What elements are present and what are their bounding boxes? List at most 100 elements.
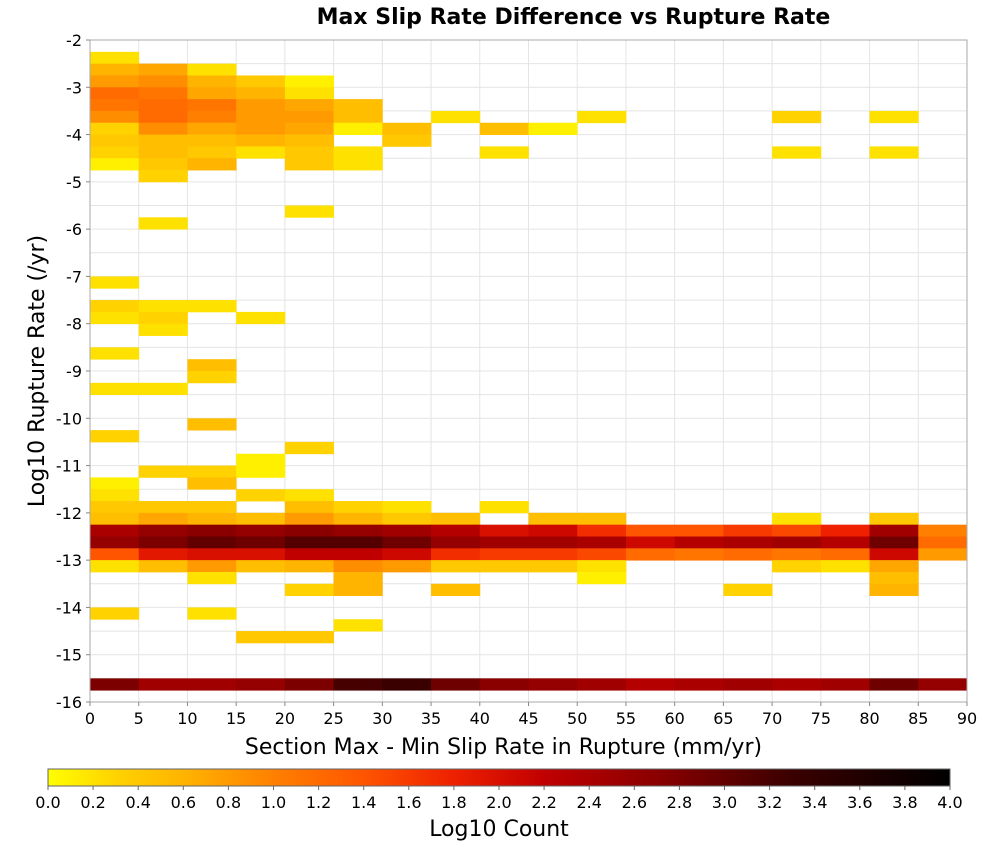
heatmap-cell xyxy=(90,477,140,490)
heatmap-cell xyxy=(138,465,188,478)
colorbar-tick-label: 0.6 xyxy=(171,793,196,812)
y-tick-label: -9 xyxy=(66,362,82,381)
heatmap-cell xyxy=(90,524,140,537)
heatmap-cell xyxy=(284,524,335,537)
colorbar-tick-label: 2.8 xyxy=(667,793,692,812)
heatmap-cell xyxy=(187,418,237,431)
heatmap-cell xyxy=(382,678,432,691)
heatmap-cell xyxy=(138,512,188,526)
heatmap-cell xyxy=(284,548,335,561)
heatmap-cell xyxy=(236,536,286,549)
heatmap-cell xyxy=(431,560,481,573)
heatmap-cell xyxy=(431,524,481,537)
heatmap-cell xyxy=(479,524,529,537)
heatmap-cell xyxy=(138,110,188,124)
colorbar-tick-label: 1.6 xyxy=(396,793,421,812)
heatmap-cell xyxy=(333,146,383,159)
heatmap-cell xyxy=(723,678,773,691)
heatmap-cell xyxy=(236,146,286,159)
heatmap-cell xyxy=(236,75,286,88)
heatmap-cell xyxy=(869,560,919,573)
heatmap-cell xyxy=(187,607,237,620)
x-tick-label: 30 xyxy=(372,709,392,728)
heatmap-cell xyxy=(431,548,481,561)
heatmap-cell xyxy=(625,548,676,561)
heatmap-cell xyxy=(333,110,383,124)
heatmap-cell xyxy=(236,110,286,124)
heatmap-cell xyxy=(138,158,188,171)
heatmap-cell xyxy=(187,63,237,76)
y-tick-label: -3 xyxy=(66,78,82,97)
heatmap-cell xyxy=(772,524,822,537)
heatmap-cell xyxy=(284,501,335,514)
heatmap-cell xyxy=(382,560,432,573)
heatmap-cell xyxy=(772,560,822,573)
heatmap-cell xyxy=(284,87,335,100)
heatmap-cell xyxy=(236,311,286,325)
colorbar xyxy=(47,768,951,787)
heatmap-cell xyxy=(187,571,237,585)
heatmap-cell xyxy=(333,99,383,112)
heatmap-cell xyxy=(138,524,188,537)
heatmap-cell xyxy=(333,619,383,632)
heatmap-cell xyxy=(187,524,237,537)
heatmap-cell xyxy=(723,524,773,537)
heatmap-cell xyxy=(236,465,286,478)
heatmap-cell xyxy=(333,158,383,171)
heatmap-cell xyxy=(90,99,140,112)
heatmap-cell xyxy=(90,300,140,313)
heatmap-cell xyxy=(577,524,627,537)
heatmap-cell xyxy=(333,501,383,514)
heatmap-cell xyxy=(918,678,968,691)
heatmap-cell xyxy=(333,536,383,549)
heatmap-cell xyxy=(625,678,676,691)
y-tick-label: -15 xyxy=(56,646,82,665)
heatmap-cell xyxy=(918,536,968,549)
heatmap-cell xyxy=(382,501,432,514)
heatmap-cell xyxy=(187,300,237,313)
heatmap-cell xyxy=(772,512,822,526)
y-tick-label: -5 xyxy=(66,173,82,192)
heatmap-cell xyxy=(138,63,188,76)
heatmap-cell xyxy=(138,75,188,88)
heatmap-cell xyxy=(479,560,529,573)
heatmap-cell xyxy=(333,524,383,537)
heatmap-cell xyxy=(869,146,919,159)
heatmap-cell xyxy=(138,122,188,135)
y-axis-label: Log10 Rupture Rate (/yr) xyxy=(25,235,50,507)
heatmap-cell xyxy=(869,678,919,691)
heatmap-cell xyxy=(284,158,335,171)
heatmap-cell xyxy=(577,536,627,549)
chart-title: Max Slip Rate Difference vs Rupture Rate xyxy=(317,5,831,30)
heatmap-cell xyxy=(90,536,140,549)
heatmap-cell xyxy=(138,311,188,325)
heatmap-cell xyxy=(187,75,237,88)
heatmap-cell xyxy=(284,205,335,218)
heatmap-cell xyxy=(236,87,286,100)
heatmap-cell xyxy=(236,678,286,691)
heatmap-cell xyxy=(625,536,676,549)
heatmap-cell xyxy=(284,110,335,124)
colorbar-tick-label: 2.6 xyxy=(622,793,647,812)
heatmap-cell xyxy=(236,99,286,112)
heatmap-cell xyxy=(90,347,140,360)
y-tick-label: -11 xyxy=(56,457,82,476)
heatmap-cell xyxy=(772,678,822,691)
heatmap-cell xyxy=(674,548,724,561)
y-tick-label: -14 xyxy=(56,598,82,617)
heatmap-cell xyxy=(284,75,335,88)
colorbar-tick-label: 0.4 xyxy=(125,793,150,812)
heatmap-cell xyxy=(284,583,335,597)
x-tick-label: 50 xyxy=(567,709,587,728)
heatmap-cell xyxy=(236,524,286,537)
heatmap-cell xyxy=(820,560,870,573)
heatmap-cell xyxy=(577,548,627,561)
heatmap-cell xyxy=(479,501,529,514)
heatmap-cell xyxy=(187,678,237,691)
heatmap-cell xyxy=(869,571,919,585)
heatmap-cell xyxy=(528,560,578,573)
x-tick-label: 70 xyxy=(762,709,782,728)
x-tick-label: 80 xyxy=(859,709,879,728)
